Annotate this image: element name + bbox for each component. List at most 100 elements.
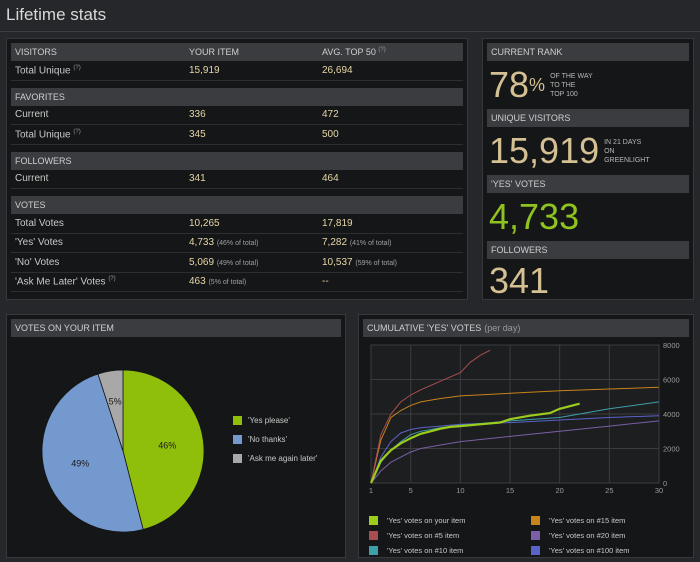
help-icon: (?) xyxy=(73,64,81,71)
avg-top50-value: 464 xyxy=(322,173,339,185)
x-tick-label: 25 xyxy=(605,486,613,495)
followers-value: 341 xyxy=(489,260,550,301)
row-label-cell: Total Unique (?) xyxy=(11,65,189,76)
section-header-visitors: VISITORS YOUR ITEM AVG. TOP 50 (?) xyxy=(11,43,463,61)
pie-legend-item: 'Yes please' xyxy=(233,411,317,430)
series-line-3 xyxy=(370,386,660,484)
y-tick-label: 4000 xyxy=(663,410,680,419)
your-item-cell: 5,069 (49% of total) xyxy=(189,257,322,268)
yes-votes-value: 4,733 xyxy=(489,196,580,237)
line-legend-item: 'Yes' votes on #100 item xyxy=(531,546,630,555)
row-label-cell: 'No' Votes xyxy=(11,257,189,268)
avg-top50-cell: 26,694 xyxy=(322,65,452,76)
your-item-note: (49% of total) xyxy=(216,259,259,267)
x-tick-label: 30 xyxy=(655,486,663,495)
row-label: Current xyxy=(15,173,49,185)
line-legend-label: 'Yes' votes on #20 item xyxy=(549,531,626,540)
your-item-value: 15,919 xyxy=(189,64,220,76)
your-item-cell: 336 xyxy=(189,109,322,120)
row-label-cell: 'Yes' Votes xyxy=(11,237,189,248)
row-label: 'Yes' Votes xyxy=(15,237,63,249)
y-tick-label: 6000 xyxy=(663,376,680,385)
pie-legend-item: 'No thanks' xyxy=(233,430,317,449)
table-row: 'Ask Me Later' Votes (?) 463 (5% of total… xyxy=(11,273,463,292)
section-header-votes: VOTES xyxy=(11,196,463,214)
pie-slice-2 xyxy=(97,369,124,452)
your-item-cell: 341 xyxy=(189,173,322,184)
cumulative-votes-panel: CUMULATIVE 'YES' VOTES (per day) 0 2000 400… xyxy=(358,314,694,558)
row-label-cell: Current xyxy=(11,109,189,120)
votes-pie-chart: 46% 49% 5% xyxy=(41,369,205,533)
help-icon: (?) xyxy=(73,128,81,135)
table-row: Total Votes 10,265 17,819 xyxy=(11,214,463,234)
current-rank-body: 78% OF THE WAY TO THE TOP 100 xyxy=(487,61,689,109)
yes-votes-body: 4,733 xyxy=(487,193,689,241)
avg-top50-cell: 472 xyxy=(322,109,452,120)
table-row: Current 341 464 xyxy=(11,170,463,189)
avg-top50-value: 26,694 xyxy=(322,64,353,76)
line-legend-label: 'Yes' votes on #100 item xyxy=(549,546,630,555)
pie-legend-label: 'No thanks' xyxy=(248,435,288,444)
your-item-value: 341 xyxy=(189,173,206,185)
y-tick-label: 8000 xyxy=(663,341,680,350)
pie-slice-label-2: 5% xyxy=(109,396,122,406)
col-header-avg-top50: AVG. TOP 50 (?) xyxy=(322,47,452,57)
pie-slice-label-1: 49% xyxy=(71,458,89,468)
section-gap xyxy=(11,81,463,88)
x-tick-label: 10 xyxy=(456,486,464,495)
row-label: Total Votes xyxy=(15,217,64,229)
table-row: Total Unique (?) 15,919 26,694 xyxy=(11,61,463,81)
followers-header: FOLLOWERS xyxy=(487,241,689,259)
unique-visitors-note: IN 21 DAYS ON GREENLIGHT xyxy=(604,138,650,164)
line-legend-item: 'Yes' votes on #5 item xyxy=(369,531,459,540)
line-legend-item: 'Yes' votes on #15 item xyxy=(531,516,625,525)
x-tick-label: 5 xyxy=(409,486,413,495)
x-tick-label: 20 xyxy=(556,486,564,495)
title-divider xyxy=(0,31,700,32)
row-label-cell: 'Ask Me Later' Votes (?) xyxy=(11,276,189,287)
avg-top50-value: -- xyxy=(322,276,329,288)
line-legend-item: 'Yes' votes on your item xyxy=(369,516,465,525)
your-item-cell: 463 (5% of total) xyxy=(189,276,322,287)
pie-legend-label: 'Yes please' xyxy=(248,416,290,425)
pie-slice-label-0: 46% xyxy=(158,440,176,450)
pie-slice-1 xyxy=(41,373,144,533)
followers-body: 341 xyxy=(487,259,689,303)
pie-slice-0 xyxy=(122,369,205,530)
row-label: 'Ask Me Later' Votes xyxy=(15,276,106,288)
page-title: Lifetime stats xyxy=(6,5,107,24)
line-legend-label: 'Yes' votes on #15 item xyxy=(549,516,626,525)
line-chart-title: CUMULATIVE 'YES' VOTES (per day) xyxy=(363,319,689,337)
avg-top50-cell: 7,282 (41% of total) xyxy=(322,237,452,248)
row-label-cell: Current xyxy=(11,173,189,184)
pie-legend-swatch xyxy=(233,435,242,444)
line-legend-swatch xyxy=(369,546,378,555)
line-legend-swatch xyxy=(531,516,540,525)
avg-top50-cell: 10,537 (59% of total) xyxy=(322,257,452,268)
pie-legend-item: 'Ask me again later' xyxy=(233,449,317,468)
avg-top50-value: 10,537 xyxy=(322,256,353,268)
avg-top50-value: 17,819 xyxy=(322,217,353,229)
yes-votes-header: 'YES' VOTES xyxy=(487,175,689,193)
line-legend-swatch xyxy=(369,531,378,540)
avg-top50-cell: 17,819 xyxy=(322,218,452,229)
section-gap xyxy=(11,145,463,152)
line-legend-label: 'Yes' votes on your item xyxy=(387,516,466,525)
section-title: VISITORS xyxy=(15,47,57,57)
row-label: Current xyxy=(15,109,49,121)
col-header-avg-label: AVG. TOP 50 xyxy=(322,47,376,57)
row-label-cell: Total Unique (?) xyxy=(11,129,189,140)
row-label: Total Unique xyxy=(15,64,71,76)
line-legend-item: 'Yes' votes on #20 item xyxy=(531,531,625,540)
your-item-value: 345 xyxy=(189,128,206,140)
avg-top50-note: (59% of total) xyxy=(355,259,398,267)
your-item-cell: 345 xyxy=(189,129,322,140)
avg-top50-value: 7,282 xyxy=(322,237,348,249)
series-line-4 xyxy=(370,420,660,484)
pie-legend-label: 'Ask me again later' xyxy=(248,454,318,463)
section-gap xyxy=(11,189,463,196)
your-item-cell: 10,265 xyxy=(189,218,322,229)
section-header-favorites: FAVORITES xyxy=(11,87,463,106)
current-rank-header: CURRENT RANK xyxy=(487,43,689,61)
